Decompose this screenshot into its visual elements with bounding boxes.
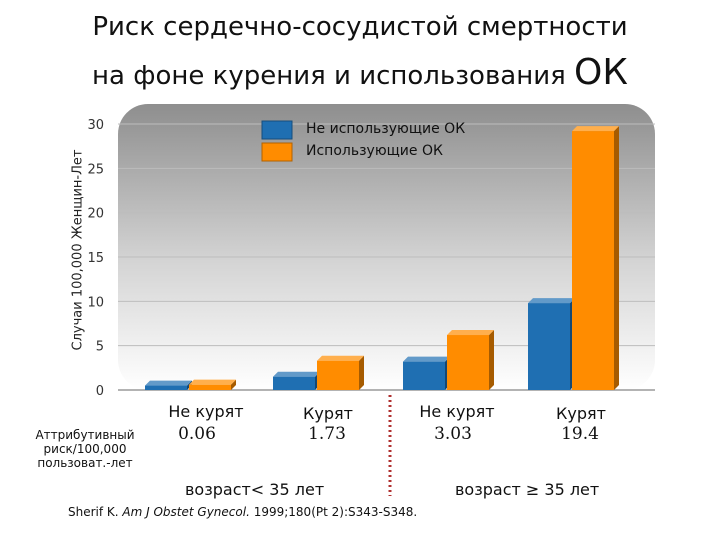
bar-users-3 (447, 330, 494, 390)
plot-background (118, 104, 655, 390)
bar-users-4 (572, 126, 619, 391)
chart-title-line1: Риск сердечно-сосудистой смертности (92, 12, 628, 42)
y-tick-label-6: 30 (87, 118, 104, 133)
citation-journal: Am J Obstet Gynecol. (122, 505, 250, 519)
bar-face (317, 360, 359, 390)
bar-non-users-4 (528, 298, 575, 390)
attributable-risk-value-4: 19.4 (561, 424, 599, 444)
bar-side (359, 355, 364, 390)
y-tick-label-0: 0 (96, 384, 104, 399)
citation: Sherif K. Am J Obstet Gynecol. 1999;180(… (68, 505, 417, 519)
y-tick-label-1: 5 (96, 340, 104, 355)
bar-non-users-2 (273, 371, 320, 390)
bar-top (317, 355, 364, 361)
bar-non-users-1 (145, 380, 192, 390)
bar-face (189, 384, 231, 390)
attributable-risk-value-1: 0.06 (178, 424, 216, 444)
y-axis-label: Случаи 100,000 Женщин-Лет (70, 149, 86, 351)
bar-face (403, 361, 445, 390)
category-label-1: Не курят (168, 402, 244, 421)
bar-face (145, 385, 187, 390)
bar-face (273, 376, 315, 390)
category-label-2: Курят (303, 404, 353, 423)
category-label-3: Не курят (419, 402, 495, 421)
legend-label-users: Использующие ОК (306, 143, 443, 159)
chart-title-line2: на фоне курения и использования ОК (0, 52, 720, 93)
group-label-over-35: возраст ≥ 35 лет (455, 480, 600, 499)
y-tick-label-2: 10 (87, 295, 104, 310)
y-tick-label-4: 20 (87, 207, 104, 222)
bar-top (189, 379, 236, 385)
bar-top (273, 371, 320, 377)
y-tick-label-5: 25 (87, 162, 104, 177)
bar-users-1 (189, 379, 236, 390)
citation-details: 1999;180(Pt 2):S343-S348. (249, 505, 418, 519)
category-label-4: Курят (556, 404, 606, 423)
bar-top (528, 298, 575, 304)
chart-title-line2-text: на фоне курения и использования (92, 61, 566, 91)
group-label-under-35: возраст< 35 лет (185, 480, 325, 499)
attributable-risk-value-2: 1.73 (308, 424, 346, 444)
bar-face (528, 303, 570, 390)
bar-top (145, 380, 192, 386)
legend-label-non-users: Не использующие ОК (306, 121, 466, 137)
bar-side (489, 330, 494, 390)
bar-side (614, 126, 619, 391)
bar-top (403, 356, 450, 362)
bar-face (447, 335, 489, 390)
attributable-risk-label: Аттрибутивный риск/100,000 пользоват.-ле… (35, 428, 135, 470)
bar-face (572, 131, 614, 391)
citation-author: Sherif K. (68, 505, 123, 519)
legend-swatch-non-users (261, 120, 293, 140)
chart-title-ok: ОК (574, 52, 628, 93)
bar-top (447, 330, 494, 336)
bar-side (231, 379, 236, 390)
attributable-risk-value-3: 3.03 (434, 424, 472, 444)
bar-top (572, 126, 619, 132)
legend-swatch-users (261, 142, 293, 162)
y-tick-label-3: 15 (87, 251, 104, 266)
bar-users-2 (317, 355, 364, 390)
bar-non-users-3 (403, 356, 450, 390)
